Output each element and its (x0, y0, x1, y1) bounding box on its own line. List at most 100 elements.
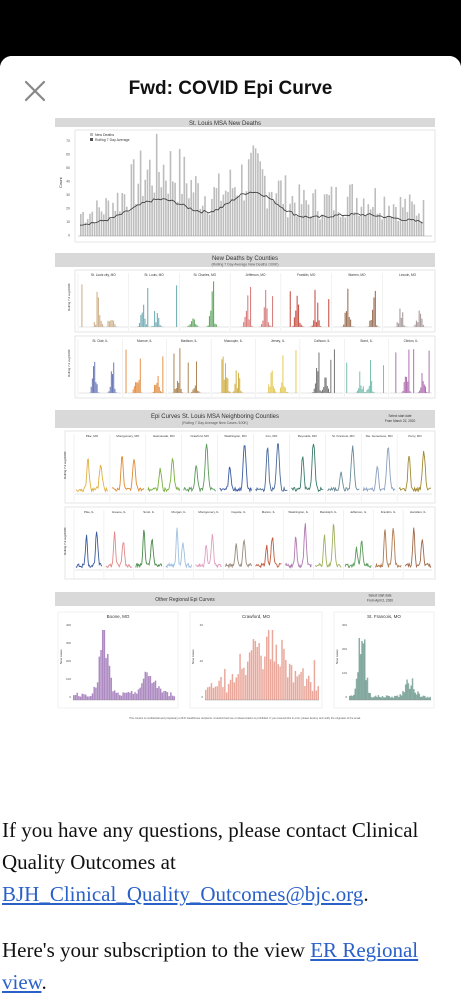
close-button[interactable] (18, 74, 52, 108)
county-row2-bar (425, 386, 427, 393)
regional-bar (130, 691, 133, 700)
county-row1-bar (260, 324, 263, 327)
county-row2-bar (155, 384, 157, 393)
regional-bar (134, 692, 136, 700)
regional-bar (139, 687, 141, 700)
county-row2-bar (330, 359, 332, 393)
regional-bar (267, 630, 270, 700)
county-row2-bar (284, 387, 286, 393)
regional-bar (166, 692, 169, 700)
regional-bar (212, 687, 215, 700)
regional-bar (250, 650, 253, 700)
regional-bar (370, 697, 373, 700)
y-tick-label: 0 (68, 234, 70, 238)
county-row2-bar (196, 361, 198, 393)
death-bar (307, 204, 310, 236)
death-bar (112, 202, 114, 236)
death-bar (358, 215, 360, 236)
county-row2-bar (136, 382, 138, 393)
death-bar (365, 215, 367, 236)
death-bar (342, 215, 344, 236)
death-bar (139, 150, 142, 236)
county-row1-bar (297, 304, 300, 327)
county-row2-bar (270, 372, 272, 393)
death-bar (149, 159, 151, 236)
county-row1-bar (403, 325, 405, 327)
death-bar (282, 203, 284, 236)
county-row2-bar (132, 389, 134, 393)
contact-email-link[interactable]: BJH_Clinical_Quality_Outcomes@bjc.org (2, 882, 364, 906)
regional-bar (288, 663, 291, 700)
death-bar (109, 218, 112, 236)
county-row1-bar (402, 312, 404, 327)
regional-bar (132, 693, 135, 700)
regional-bar (235, 677, 238, 700)
county-row1-bar (415, 320, 417, 327)
regional-bar (229, 679, 232, 700)
message-body: If you have any questions, please contac… (0, 814, 461, 998)
county-row2-bar (372, 391, 374, 393)
county-row1-bar (251, 325, 253, 327)
regional-bar (376, 697, 378, 700)
y-tick-label: 200 (342, 647, 347, 651)
county-row2-bar (312, 392, 314, 393)
subscription-end: . (41, 970, 47, 994)
death-bar (215, 188, 218, 236)
county-row1-bar (143, 304, 145, 327)
death-bar (247, 159, 250, 236)
regional-bar (161, 692, 164, 700)
county-row2-bar (97, 392, 99, 393)
epi-curve-report-image[interactable]: St. Louis MSA New Deaths New Deaths Rollin… (0, 118, 461, 778)
death-bar (356, 197, 358, 236)
section-title: New Deaths by Counties (212, 256, 278, 262)
death-bar (199, 208, 202, 236)
section-header-bar (55, 410, 435, 428)
county-row1-bar (188, 325, 190, 327)
neighbor-row1-label: Crawford, MO (190, 434, 209, 438)
county-row1-bar (270, 326, 272, 327)
death-bar (114, 210, 117, 236)
county-row2-bar (370, 360, 371, 393)
neighbor-row2-label: Pike, IL (84, 510, 94, 514)
county-row1-bar (100, 320, 102, 327)
death-bar (201, 205, 204, 236)
regional-bar (388, 696, 391, 700)
county-row2-bar (139, 358, 141, 393)
death-bar (266, 208, 268, 236)
regional-bar (258, 643, 260, 700)
regional-bar (355, 678, 358, 700)
county-row1-bar (247, 295, 249, 327)
death-bar (312, 193, 314, 236)
regional-bar (216, 686, 218, 700)
county-row1-bar (299, 322, 301, 327)
county-row1-bar (186, 326, 189, 327)
regional-bar (311, 690, 314, 700)
county-row2-bar (402, 390, 404, 393)
county-row2-bar (423, 384, 425, 393)
death-bar (372, 207, 374, 236)
county-row2-bar (133, 386, 135, 393)
county-row1-bar (263, 307, 265, 327)
regional-bar (214, 686, 217, 700)
regional-bar (159, 688, 162, 700)
death-bar (86, 219, 89, 236)
regional-bar (141, 683, 143, 700)
regional-bar (361, 640, 363, 700)
death-bar (245, 191, 248, 236)
regional-bar (414, 692, 416, 700)
county-row1-bar (295, 310, 297, 327)
county-row2-bar (371, 380, 373, 393)
regional-bar (273, 661, 276, 700)
death-bar (388, 205, 390, 236)
county-row1-bar (271, 296, 274, 327)
death-bar (349, 184, 351, 236)
death-bar (319, 219, 321, 236)
county-row2-bar (226, 377, 228, 393)
death-bar (151, 185, 153, 236)
regional-bar (277, 664, 279, 700)
death-bar (192, 192, 195, 236)
regional-bar (426, 696, 429, 700)
regional-bar (285, 659, 287, 700)
view-link[interactable]: ER Regional view (2, 938, 419, 994)
county-row1-bar (422, 324, 424, 327)
